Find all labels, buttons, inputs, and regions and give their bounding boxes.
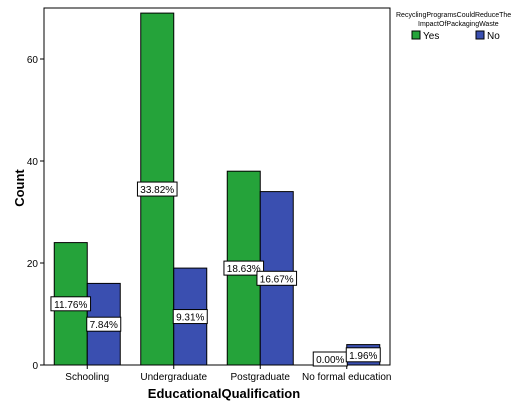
x-tick-label: No formal education [302,372,392,383]
data-label-box [172,309,208,325]
y-tick-label: 0 [32,361,38,372]
data-label-box [50,296,92,312]
axes: 0 20 40 60 Schooling Undergraduate Postgraduat… [27,55,392,383]
data-label-box [136,181,178,197]
data-label-box [223,260,265,276]
data-label: 0.00% [316,355,344,366]
legend-title: RecyclingProgramsCouldReduceThe [396,12,511,19]
y-axis-title: Count [12,169,27,207]
legend-swatch-yes [411,30,421,40]
data-label: 18.63% [227,264,261,275]
y-tick-label: 20 [27,259,39,270]
y-tick-label: 60 [27,55,39,66]
data-label: 11.76% [54,300,87,311]
data-labels: 11.76%7.84% 33.82% 9.31% 18.63%16.67% 0.00% 1… [50,181,381,367]
legend: RecyclingProgramsCouldReduceThe ImpactOfP… [396,12,511,42]
data-label: 16.67% [260,274,294,285]
legend-swatch-no [475,30,485,40]
data-label: 9.31% [176,313,204,324]
y-tick-label: 40 [27,157,39,168]
data-label-box [86,316,122,332]
data-label-box [345,347,381,363]
legend-label-no: No [487,31,500,42]
data-label: 33.82% [140,185,174,196]
legend-label-yes: Yes [423,31,439,42]
x-axis-title: EducationalQualification [148,386,300,401]
data-label: 1.96% [349,351,377,362]
legend-title: ImpactOfPackagingWaste [418,21,499,28]
data-label: 7.84% [90,320,118,331]
x-tick-label: Undergraduate [140,372,207,383]
x-tick-label: Schooling [65,372,109,383]
data-label-box [256,270,298,286]
x-tick-label: Postgraduate [231,372,291,383]
